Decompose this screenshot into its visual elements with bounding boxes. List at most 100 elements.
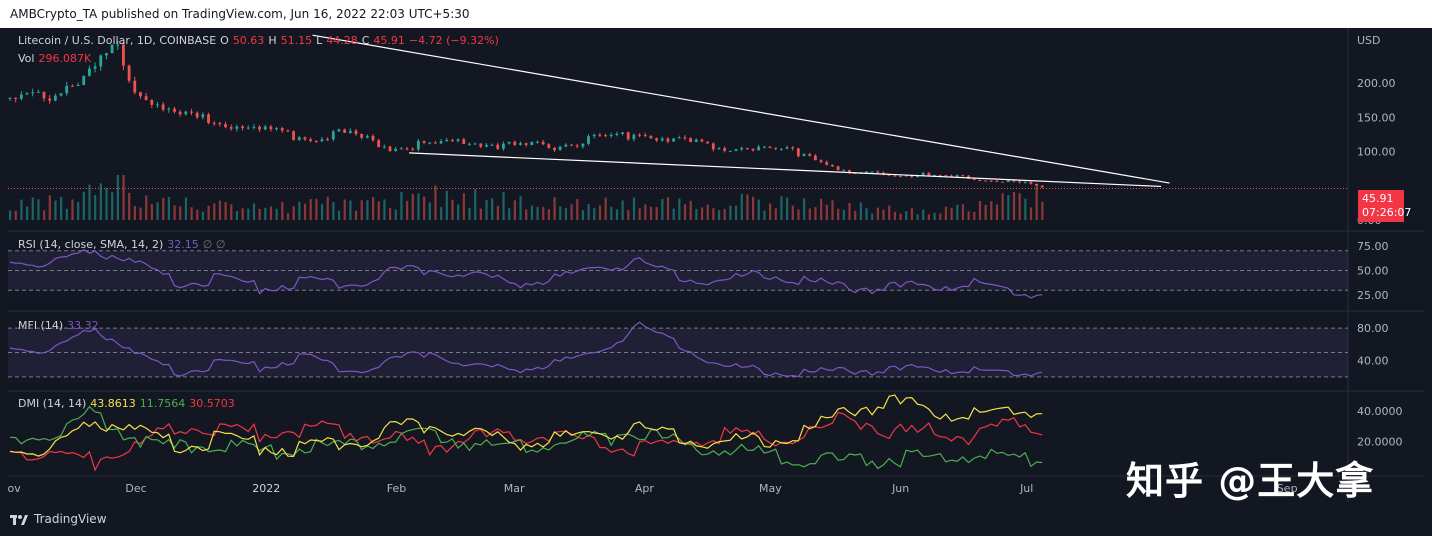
- time-axis-tick: May: [759, 482, 782, 495]
- candle-body: [876, 171, 880, 173]
- candle-body: [751, 148, 755, 151]
- volume-bar: [1018, 193, 1021, 220]
- bar-countdown: 07:26:07: [1362, 206, 1412, 219]
- volume-bar: [922, 209, 925, 220]
- candle-body: [212, 122, 216, 124]
- volume-bar: [445, 190, 448, 220]
- price-axis-tick: 200.00: [1357, 77, 1396, 90]
- volume-bar: [167, 196, 171, 220]
- volume-bar: [734, 205, 738, 220]
- rsi-label[interactable]: RSI (14, close, SMA, 14, 2): [18, 238, 164, 251]
- candle-body: [507, 141, 511, 144]
- volume-bar: [672, 208, 675, 220]
- volume-bar: [956, 204, 959, 220]
- candle-body: [82, 75, 86, 85]
- candle-body: [246, 127, 250, 129]
- rsi-axis-tick: 75.00: [1357, 240, 1389, 253]
- candle-body: [150, 100, 154, 105]
- candle-body: [116, 44, 120, 46]
- volume-bar: [207, 205, 210, 220]
- candle-body: [944, 175, 948, 177]
- candle-body: [388, 146, 392, 151]
- volume-bar: [156, 202, 159, 220]
- candle-body: [808, 153, 812, 156]
- candle-body: [1023, 182, 1027, 184]
- candle-body: [734, 149, 738, 151]
- candle-body: [649, 136, 653, 139]
- tradingview-logo[interactable]: TradingView: [10, 512, 107, 526]
- symbol-label[interactable]: Litecoin / U.S. Dollar, 1D, COINBASE: [18, 34, 217, 47]
- candle-body: [445, 140, 449, 142]
- volume-bar: [502, 192, 505, 220]
- candle-body: [468, 143, 471, 145]
- candle-body: [88, 68, 91, 76]
- candle-body: [972, 178, 976, 180]
- volume-bar: [286, 213, 290, 220]
- candle-body: [263, 126, 267, 130]
- publisher-line: AMBCrypto_TA published on TradingView.co…: [10, 7, 470, 21]
- candle-body: [513, 141, 517, 145]
- candle-body: [207, 114, 210, 123]
- volume-bar: [519, 195, 522, 220]
- volume-bar: [99, 183, 102, 220]
- candle-body: [127, 65, 131, 81]
- candle-body: [564, 144, 568, 147]
- volume-bar: [128, 192, 131, 220]
- candle-body: [25, 93, 29, 95]
- volume-bar: [1007, 195, 1010, 220]
- candle-body: [377, 140, 381, 148]
- current-price-value: 45.91: [1362, 192, 1394, 205]
- dmi-plus-series: [9, 405, 1043, 470]
- adx-series: [9, 394, 1043, 458]
- candle-body: [524, 143, 528, 145]
- candle-body: [1001, 181, 1004, 183]
- volume-bar: [1029, 207, 1033, 220]
- volume-bar: [269, 206, 273, 220]
- chart-canvas[interactable]: USD200.00150.00100.000.0075.0050.0025.00…: [8, 28, 1424, 502]
- volume-bar: [587, 203, 590, 220]
- volume-bar: [474, 189, 477, 220]
- price-axis-tick: 100.00: [1357, 146, 1396, 159]
- volume-bar: [60, 196, 63, 220]
- candle-body: [479, 143, 483, 147]
- candle-body: [326, 139, 330, 141]
- mfi-label[interactable]: MFI (14): [18, 319, 64, 332]
- candle-body: [218, 123, 222, 125]
- candle-body: [541, 141, 545, 145]
- candle-body: [916, 175, 919, 178]
- volume-bar: [88, 184, 91, 220]
- mfi-legend: MFI (14) 33.32: [18, 319, 103, 332]
- low-key: L: [316, 34, 323, 47]
- volume-bar: [337, 210, 341, 220]
- volume-bar: [343, 199, 346, 220]
- time-axis-tick: Mar: [504, 482, 525, 495]
- volume-label[interactable]: Vol: [18, 52, 35, 65]
- volume-bar: [581, 210, 585, 220]
- candle-body: [269, 126, 273, 130]
- volume-bar: [820, 198, 823, 220]
- candle-body: [31, 92, 35, 94]
- volume-bar: [9, 210, 12, 220]
- volume-bar: [848, 203, 851, 220]
- candle-body: [1006, 180, 1010, 183]
- dmi-label[interactable]: DMI (14, 14): [18, 397, 87, 410]
- mfi-axis-tick: 40.00: [1357, 355, 1389, 368]
- volume-bar: [1041, 201, 1044, 220]
- candle-body: [694, 139, 698, 143]
- time-axis-tick: Jun: [891, 482, 909, 495]
- candle-body: [706, 141, 710, 144]
- candle-body: [360, 133, 364, 138]
- adx-value: 43.8613: [90, 397, 136, 410]
- rsi-series: [9, 249, 1043, 299]
- candle-body: [241, 126, 244, 129]
- chart-frame[interactable]: USD200.00150.00100.000.0075.0050.0025.00…: [8, 28, 1424, 502]
- low-value: 44.28: [326, 34, 358, 47]
- candle-body: [144, 96, 148, 101]
- volume-bar: [570, 204, 573, 220]
- volume-bar: [105, 187, 108, 220]
- volume-bar: [406, 200, 409, 220]
- candle-body: [570, 144, 573, 146]
- candle-body: [371, 136, 375, 141]
- candle-body: [660, 138, 664, 141]
- volume-bar: [763, 210, 766, 220]
